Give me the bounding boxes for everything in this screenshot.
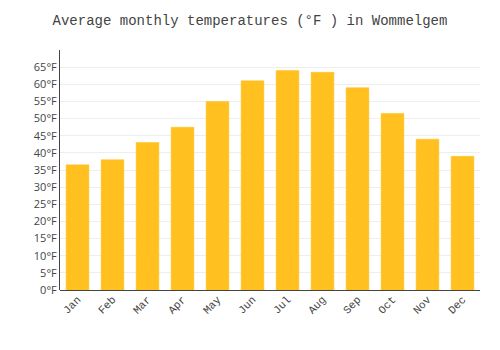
svg-text:Feb: Feb <box>96 294 118 316</box>
svg-text:Jan: Jan <box>61 294 83 316</box>
svg-text:20°F: 20°F <box>34 213 57 228</box>
svg-text:Nov: Nov <box>411 294 434 317</box>
svg-text:0°F: 0°F <box>40 282 57 297</box>
svg-text:40°F: 40°F <box>34 145 57 160</box>
svg-text:Oct: Oct <box>376 294 398 316</box>
svg-text:5°F: 5°F <box>40 265 57 280</box>
svg-text:30°F: 30°F <box>34 179 57 194</box>
svg-text:Jun: Jun <box>236 294 258 316</box>
svg-text:25°F: 25°F <box>34 196 57 211</box>
svg-text:Aug: Aug <box>306 294 328 316</box>
svg-text:35°F: 35°F <box>34 162 57 177</box>
svg-text:Jul: Jul <box>271 294 293 316</box>
svg-text:60°F: 60°F <box>34 76 57 91</box>
svg-text:May: May <box>201 294 224 317</box>
svg-text:Sep: Sep <box>341 294 363 316</box>
svg-text:45°F: 45°F <box>34 128 57 143</box>
svg-text:65°F: 65°F <box>34 59 57 74</box>
svg-text:15°F: 15°F <box>34 230 57 245</box>
svg-text:Apr: Apr <box>166 294 188 316</box>
svg-text:Dec: Dec <box>446 294 468 316</box>
svg-text:Average monthly temperatures (: Average monthly temperatures (°F ) in Wo… <box>53 13 448 29</box>
svg-text:55°F: 55°F <box>34 93 57 108</box>
svg-text:50°F: 50°F <box>34 110 57 125</box>
svg-text:Mar: Mar <box>131 294 153 316</box>
svg-text:10°F: 10°F <box>34 248 57 263</box>
